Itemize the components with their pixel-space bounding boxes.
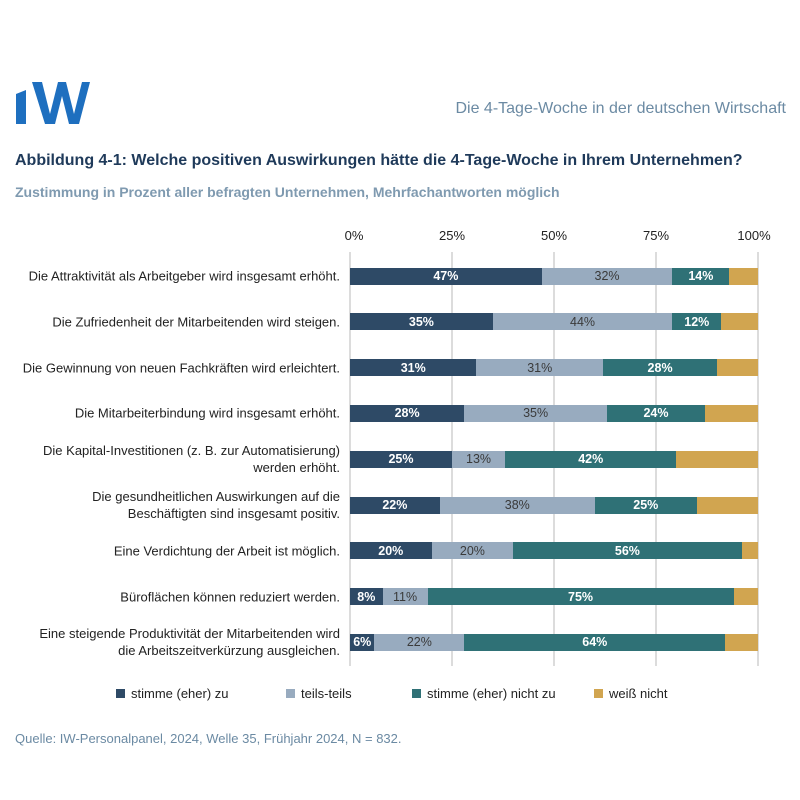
bar-segment: 20% bbox=[431, 542, 514, 560]
bar-segment: 35% bbox=[464, 404, 608, 422]
legend-label: teils-teils bbox=[301, 686, 352, 701]
bar-segment bbox=[676, 450, 758, 468]
legend-swatch bbox=[286, 689, 295, 698]
source-note: Quelle: IW-Personalpanel, 2024, Welle 35… bbox=[15, 731, 402, 746]
bar-segment: 28% bbox=[602, 359, 718, 377]
bar-segment: 22% bbox=[374, 633, 465, 651]
legend-label: weiß nicht bbox=[609, 686, 668, 701]
bar-segment: 6% bbox=[350, 633, 375, 651]
bar-segment bbox=[729, 267, 758, 285]
bar-segment: 14% bbox=[672, 267, 730, 285]
legend-swatch bbox=[594, 689, 603, 698]
category-label: Eine steigende Produktivität der Mitarbe… bbox=[39, 626, 340, 659]
legend-swatch bbox=[116, 689, 125, 698]
bar-segment: 11% bbox=[382, 588, 428, 606]
iw-logo bbox=[16, 82, 90, 124]
legend-item: stimme (eher) nicht zu bbox=[412, 686, 556, 701]
legend-item: stimme (eher) zu bbox=[116, 686, 229, 701]
bar-segment bbox=[741, 542, 758, 560]
bar-segment: 28% bbox=[350, 404, 465, 422]
bar-segment: 56% bbox=[513, 542, 742, 560]
category-label: Eine Verdichtung der Arbeit ist möglich. bbox=[113, 543, 340, 559]
bar-segment bbox=[704, 404, 758, 422]
bar-segment: 25% bbox=[350, 450, 452, 468]
bar-segment: 38% bbox=[439, 496, 595, 514]
legend-item: weiß nicht bbox=[594, 686, 668, 701]
bar-segment bbox=[717, 359, 758, 377]
category-label: Die gesundheitlichen Auswirkungen auf di… bbox=[92, 489, 340, 521]
bar-segment: 47% bbox=[350, 267, 542, 285]
bar-segment: 12% bbox=[672, 313, 722, 331]
figure-subtitle: Zustimmung in Prozent aller befragten Un… bbox=[15, 184, 560, 200]
x-tick-label: 25% bbox=[438, 228, 466, 243]
category-label: Die Zufriedenheit der Mitarbeitenden wir… bbox=[52, 314, 340, 330]
bar-segment: 31% bbox=[350, 359, 477, 377]
bar-segment bbox=[725, 633, 758, 651]
figure-title: Abbildung 4-1: Welche positiven Auswirku… bbox=[15, 152, 743, 169]
bar-segment: 44% bbox=[492, 313, 673, 331]
legend-swatch bbox=[412, 689, 421, 698]
category-label: Büroflächen können reduziert werden. bbox=[120, 589, 340, 605]
category-label: Die Kapital-Investitionen (z. B. zur Aut… bbox=[43, 443, 340, 476]
x-tick-label: 50% bbox=[540, 228, 568, 243]
bar-segment bbox=[696, 496, 758, 514]
category-label: Die Mitarbeiterbindung wird insgesamt er… bbox=[74, 405, 340, 421]
bar-segment: 32% bbox=[541, 267, 673, 285]
bar-segment: 64% bbox=[464, 633, 726, 651]
bar-segment: 20% bbox=[350, 542, 432, 560]
x-tick-label: 75% bbox=[642, 228, 670, 243]
bar-segment: 8% bbox=[350, 588, 383, 606]
bar-segment: 24% bbox=[607, 404, 705, 422]
legend-item: teils-teils bbox=[286, 686, 352, 701]
bar-segment: 75% bbox=[427, 588, 734, 606]
bar-segment bbox=[733, 588, 758, 606]
legend-label: stimme (eher) zu bbox=[131, 686, 229, 701]
x-tick-label: 0% bbox=[344, 228, 364, 243]
bar-segment: 42% bbox=[505, 450, 677, 468]
category-label: Die Gewinnung von neuen Fachkräften wird… bbox=[22, 360, 340, 376]
category-label: Die Attraktivität als Arbeitgeber wird i… bbox=[28, 268, 340, 284]
bar-segment: 35% bbox=[350, 313, 493, 331]
bar-segment bbox=[721, 313, 758, 331]
legend-label: stimme (eher) nicht zu bbox=[427, 686, 556, 701]
x-tick-label: 100% bbox=[737, 228, 771, 243]
bar-segment: 13% bbox=[452, 450, 506, 468]
bar-segment: 22% bbox=[350, 496, 440, 514]
gridline bbox=[757, 252, 759, 666]
bar-segment: 31% bbox=[476, 359, 603, 377]
bar-segment: 25% bbox=[594, 496, 697, 514]
header-title: Die 4-Tage-Woche in der deutschen Wirtsc… bbox=[455, 100, 786, 117]
